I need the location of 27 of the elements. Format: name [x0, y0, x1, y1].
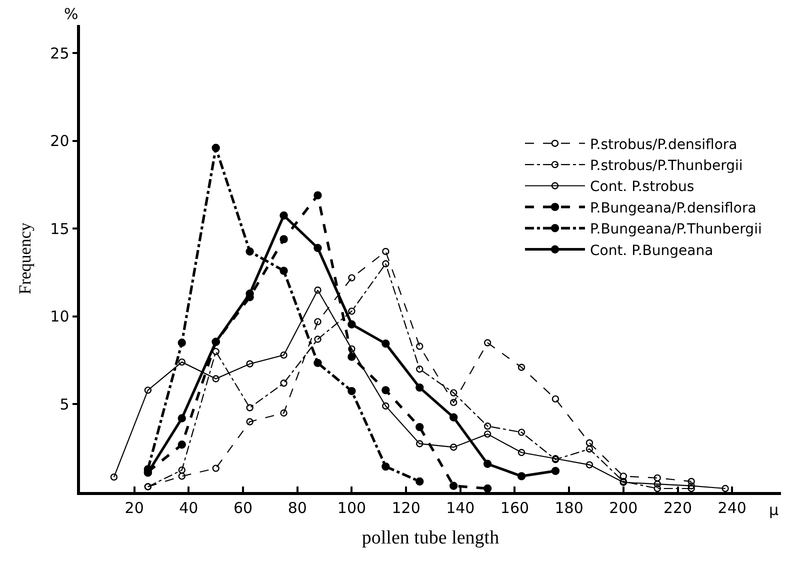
x-tick-label: 180 [554, 498, 584, 517]
x-tick-label: 240 [718, 498, 746, 517]
x-tick-label: 120 [392, 498, 420, 517]
x-tick-label: 20 [124, 498, 144, 517]
y-tick-label: 5 [60, 395, 70, 414]
x-tick-label: 60 [233, 498, 253, 517]
x-tick-label: 100 [337, 498, 366, 517]
x-tick-label: 40 [179, 498, 198, 517]
x-tick-label: 160 [500, 498, 530, 517]
x-axis-title: pollen tube length [362, 528, 500, 549]
x-tick-label: 200 [609, 498, 638, 517]
x-tick-label: 140 [446, 498, 475, 517]
legend-label: P.strobus/P.densiflora [590, 136, 738, 153]
legend-label: P.strobus/P.Thunbergii [590, 158, 743, 174]
text: % [64, 5, 78, 23]
x-tick-label: 220 [663, 498, 692, 517]
text: μ [769, 501, 779, 519]
legend-label: Cont. P.strobus [590, 179, 694, 196]
legend-label: P.Bungeana/P.Thunbergii [590, 222, 762, 238]
y-tick-label: 20 [50, 132, 70, 150]
y-tick-label: 15 [50, 220, 70, 238]
y-axis-title: Frequency [16, 222, 35, 294]
y-tick-label: 10 [50, 308, 70, 326]
legend-label: P.Bungeana/P.densiflora [590, 200, 756, 216]
y-tick-label: 25 [50, 44, 70, 62]
x-tick-label: 80 [288, 498, 307, 517]
legend-label: Cont. P.Bungeana [590, 242, 714, 259]
